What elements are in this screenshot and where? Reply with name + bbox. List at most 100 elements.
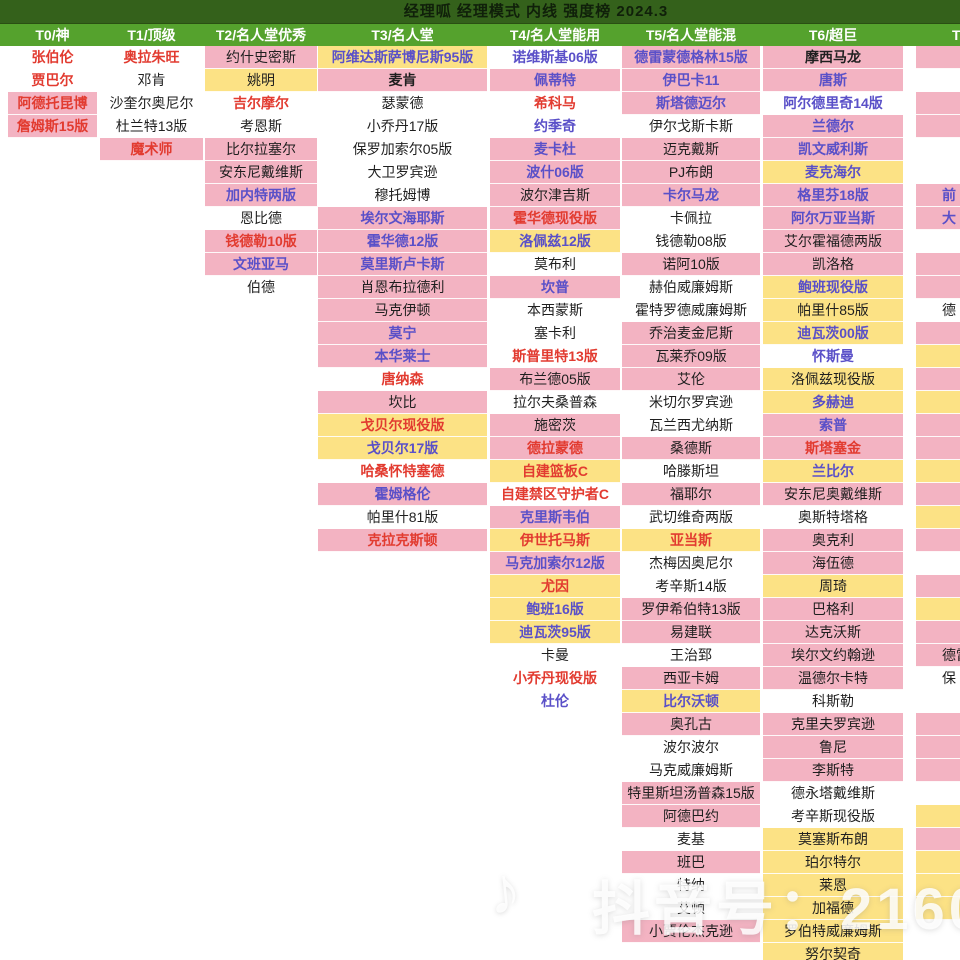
player-cell [916,115,960,138]
player-cell: 温德尔卡特 [763,667,903,690]
player-cell: 杜兰特13版 [100,115,203,138]
player-cell [916,690,960,713]
player-cell: 考辛斯14版 [622,575,760,598]
player-cell: 怀斯曼 [763,345,903,368]
player-cell: 凯洛格 [763,253,903,276]
player-cell: 穆托姆博 [318,184,487,207]
player-cell: 诺阿10版 [622,253,760,276]
player-cell: 小乔丹17版 [318,115,487,138]
player-cell: 张伯伦 [8,46,97,69]
player-cell: 马克威廉姆斯 [622,759,760,782]
player-cell [916,529,960,552]
player-cell: 瑟蒙德 [318,92,487,115]
player-cell: 麦卡杜 [490,138,620,161]
player-cell: 埃尔文约翰逊 [763,644,903,667]
player-cell: 西亚卡姆 [622,667,760,690]
player-cell: 奥拉朱旺 [100,46,203,69]
player-cell: 克里夫罗宾逊 [763,713,903,736]
player-cell: 兰德尔 [763,115,903,138]
player-cell: 莫塞斯布朗 [763,828,903,851]
player-cell: 班巴 [622,851,760,874]
player-cell: 考辛斯现役版 [763,805,903,828]
player-cell: 戈贝尔17版 [318,437,487,460]
player-cell [916,92,960,115]
player-cell [916,230,960,253]
player-cell: 斯塔德迈尔 [622,92,760,115]
player-cell: 奥孔古 [622,713,760,736]
player-cell: 波什06版 [490,161,620,184]
title-bar: 经理呱 经理模式 内线 强度榜 2024.3 [0,0,960,24]
player-cell [916,759,960,782]
player-cell: 杰梅因奥尼尔 [622,552,760,575]
player-cell: 钱德勒08版 [622,230,760,253]
column-header-2: T2/名人堂优秀 [215,27,307,43]
player-cell [916,851,960,874]
player-cell: 比尔沃顿 [622,690,760,713]
player-cell: 罗伊希伯特13版 [622,598,760,621]
player-cell [916,437,960,460]
player-cell: PJ布朗 [622,161,760,184]
player-cell [916,897,960,920]
player-cell: 前 [916,184,960,207]
player-cell: 珀尔特尔 [763,851,903,874]
player-cell: 王治郅 [622,644,760,667]
player-cell: 霍华德12版 [318,230,487,253]
player-cell: 大 [916,207,960,230]
player-cell: 小贾伦杰克逊 [622,920,760,943]
player-cell: 索普 [763,414,903,437]
player-cell: 伯德 [205,276,317,299]
player-cell: 加内特两版 [205,184,317,207]
player-cell: 麦克海尔 [763,161,903,184]
player-cell: 鲍班现役版 [763,276,903,299]
player-cell: 斯塔塞金 [763,437,903,460]
player-cell [916,805,960,828]
player-cell [916,276,960,299]
player-cell: 霍特罗德威廉姆斯 [622,299,760,322]
player-cell: 哈桑怀特塞德 [318,460,487,483]
player-cell [916,138,960,161]
player-cell: 努尔契奇 [763,943,903,960]
player-cell: 易建联 [622,621,760,644]
player-cell: 阿德托昆博 [8,92,97,115]
player-cell: 格里芬18版 [763,184,903,207]
player-cell: 卡曼 [490,644,620,667]
player-cell: 罗伯特威廉姆斯 [763,920,903,943]
player-cell: 摩西马龙 [763,46,903,69]
player-cell: 本西蒙斯 [490,299,620,322]
player-cell: 波尔波尔 [622,736,760,759]
player-cell: 保罗加索尔05版 [318,138,487,161]
player-cell: 巴格利 [763,598,903,621]
player-cell: 霍姆格伦 [318,483,487,506]
player-cell: 钱德勒10版 [205,230,317,253]
player-cell: 赫伯威廉姆斯 [622,276,760,299]
player-cell: 艾伦 [622,368,760,391]
player-cell: 肖恩布拉德利 [318,276,487,299]
player-cell: 哈滕斯坦 [622,460,760,483]
player-cell: 乔治麦金尼斯 [622,322,760,345]
player-cell: 德拉蒙德 [490,437,620,460]
player-cell: 海伍德 [763,552,903,575]
player-cell: 兰比尔 [763,460,903,483]
player-cell: 贾巴尔 [8,69,97,92]
column-header-row: T0/神 T1/顶级 T2/名人堂优秀 T3/名人堂 T4/名人堂能用 T5/名人堂能混 T… [0,24,960,46]
player-cell: 沙奎尔奥尼尔 [100,92,203,115]
player-cell: 帕里什81版 [318,506,487,529]
player-cell: 瓦莱乔09版 [622,345,760,368]
player-cell: 瓦兰西尤纳斯 [622,414,760,437]
column-header-0: T0/神 [35,27,70,43]
player-cell [916,322,960,345]
player-cell: 诺维斯基06版 [490,46,620,69]
player-cell: 布兰德05版 [490,368,620,391]
player-cell [916,828,960,851]
player-cell [916,368,960,391]
player-cell: 帕里什85版 [763,299,903,322]
column-header-6: T6/超巨 [808,27,858,43]
player-cell: 奥克利 [763,529,903,552]
player-cell: 迪瓦茨00版 [763,322,903,345]
player-cell: 邓肯 [100,69,203,92]
column-header-3: T3/名人堂 [371,27,434,43]
player-cell: 德 [916,299,960,322]
player-cell: 莫布利 [490,253,620,276]
player-cell: 伊尔戈斯卡斯 [622,115,760,138]
